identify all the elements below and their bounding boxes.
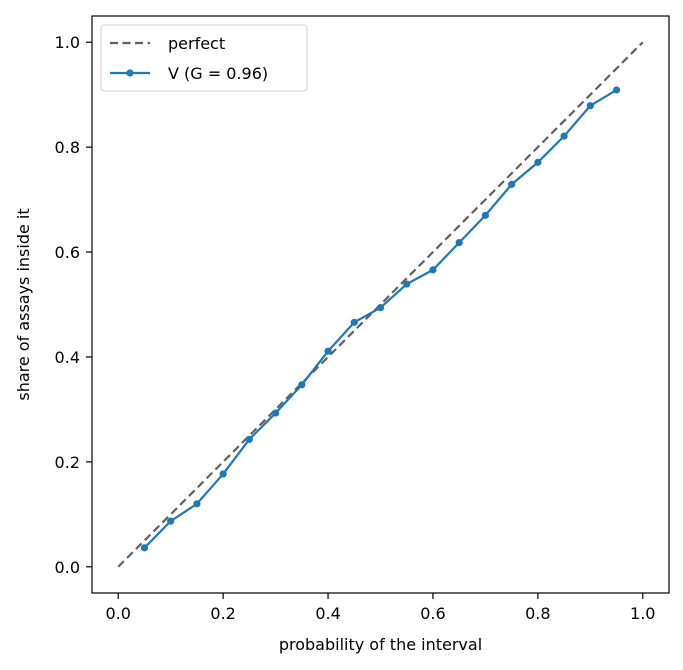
data-point-18 — [612, 86, 621, 94]
data-point-10 — [403, 280, 411, 288]
data-point-3 — [219, 470, 227, 478]
plot-area — [117, 41, 644, 568]
series-line-0 — [117, 41, 644, 568]
y-tick-label: 1.0 — [55, 33, 80, 52]
axis-ticks: 0.0 0.2 0.4 0.6 0.8 1.0 0.0 0.2 0.4 0.6 0.8 1.0 — [55, 33, 656, 623]
x-tick-label: 1.0 — [630, 604, 655, 623]
data-point-6 — [298, 381, 306, 389]
y-tick-label: 0.8 — [55, 138, 80, 157]
data-point-7 — [324, 347, 332, 355]
y-tick-label: 0.4 — [55, 348, 80, 367]
x-tick-label: 0.6 — [420, 604, 445, 623]
y-tick-label: 0.6 — [55, 243, 80, 262]
plot-frame — [91, 15, 670, 594]
legend: perfect V (G = 0.96) — [100, 24, 308, 92]
legend-v-label: V (G = 0.96) — [168, 64, 268, 83]
data-point-15 — [534, 158, 542, 166]
data-point-4 — [245, 435, 253, 443]
x-tick-label: 0.4 — [315, 604, 340, 623]
x-tick-label: 0.2 — [210, 604, 235, 623]
data-point-17 — [586, 102, 594, 110]
data-point-8 — [350, 318, 358, 326]
data-point-11 — [429, 266, 437, 274]
legend-perfect-label: perfect — [168, 34, 225, 53]
data-point-5 — [271, 409, 280, 417]
legend-v-marker — [126, 69, 134, 77]
data-point-1 — [167, 517, 175, 525]
x-axis-label: probability of the interval — [279, 635, 482, 654]
data-point-12 — [455, 239, 463, 247]
y-tick-label: 0.2 — [55, 453, 80, 472]
data-point-14 — [508, 180, 516, 188]
data-point-0 — [140, 544, 149, 552]
x-tick-label: 0.0 — [106, 604, 131, 623]
y-tick-label: 0.0 — [55, 558, 80, 577]
data-point-16 — [560, 132, 568, 140]
x-tick-label: 0.8 — [525, 604, 550, 623]
y-axis-label: share of assays inside it — [14, 208, 33, 400]
data-point-9 — [376, 304, 385, 312]
data-point-13 — [481, 211, 490, 219]
data-point-2 — [193, 500, 201, 508]
legend-box — [100, 24, 308, 92]
